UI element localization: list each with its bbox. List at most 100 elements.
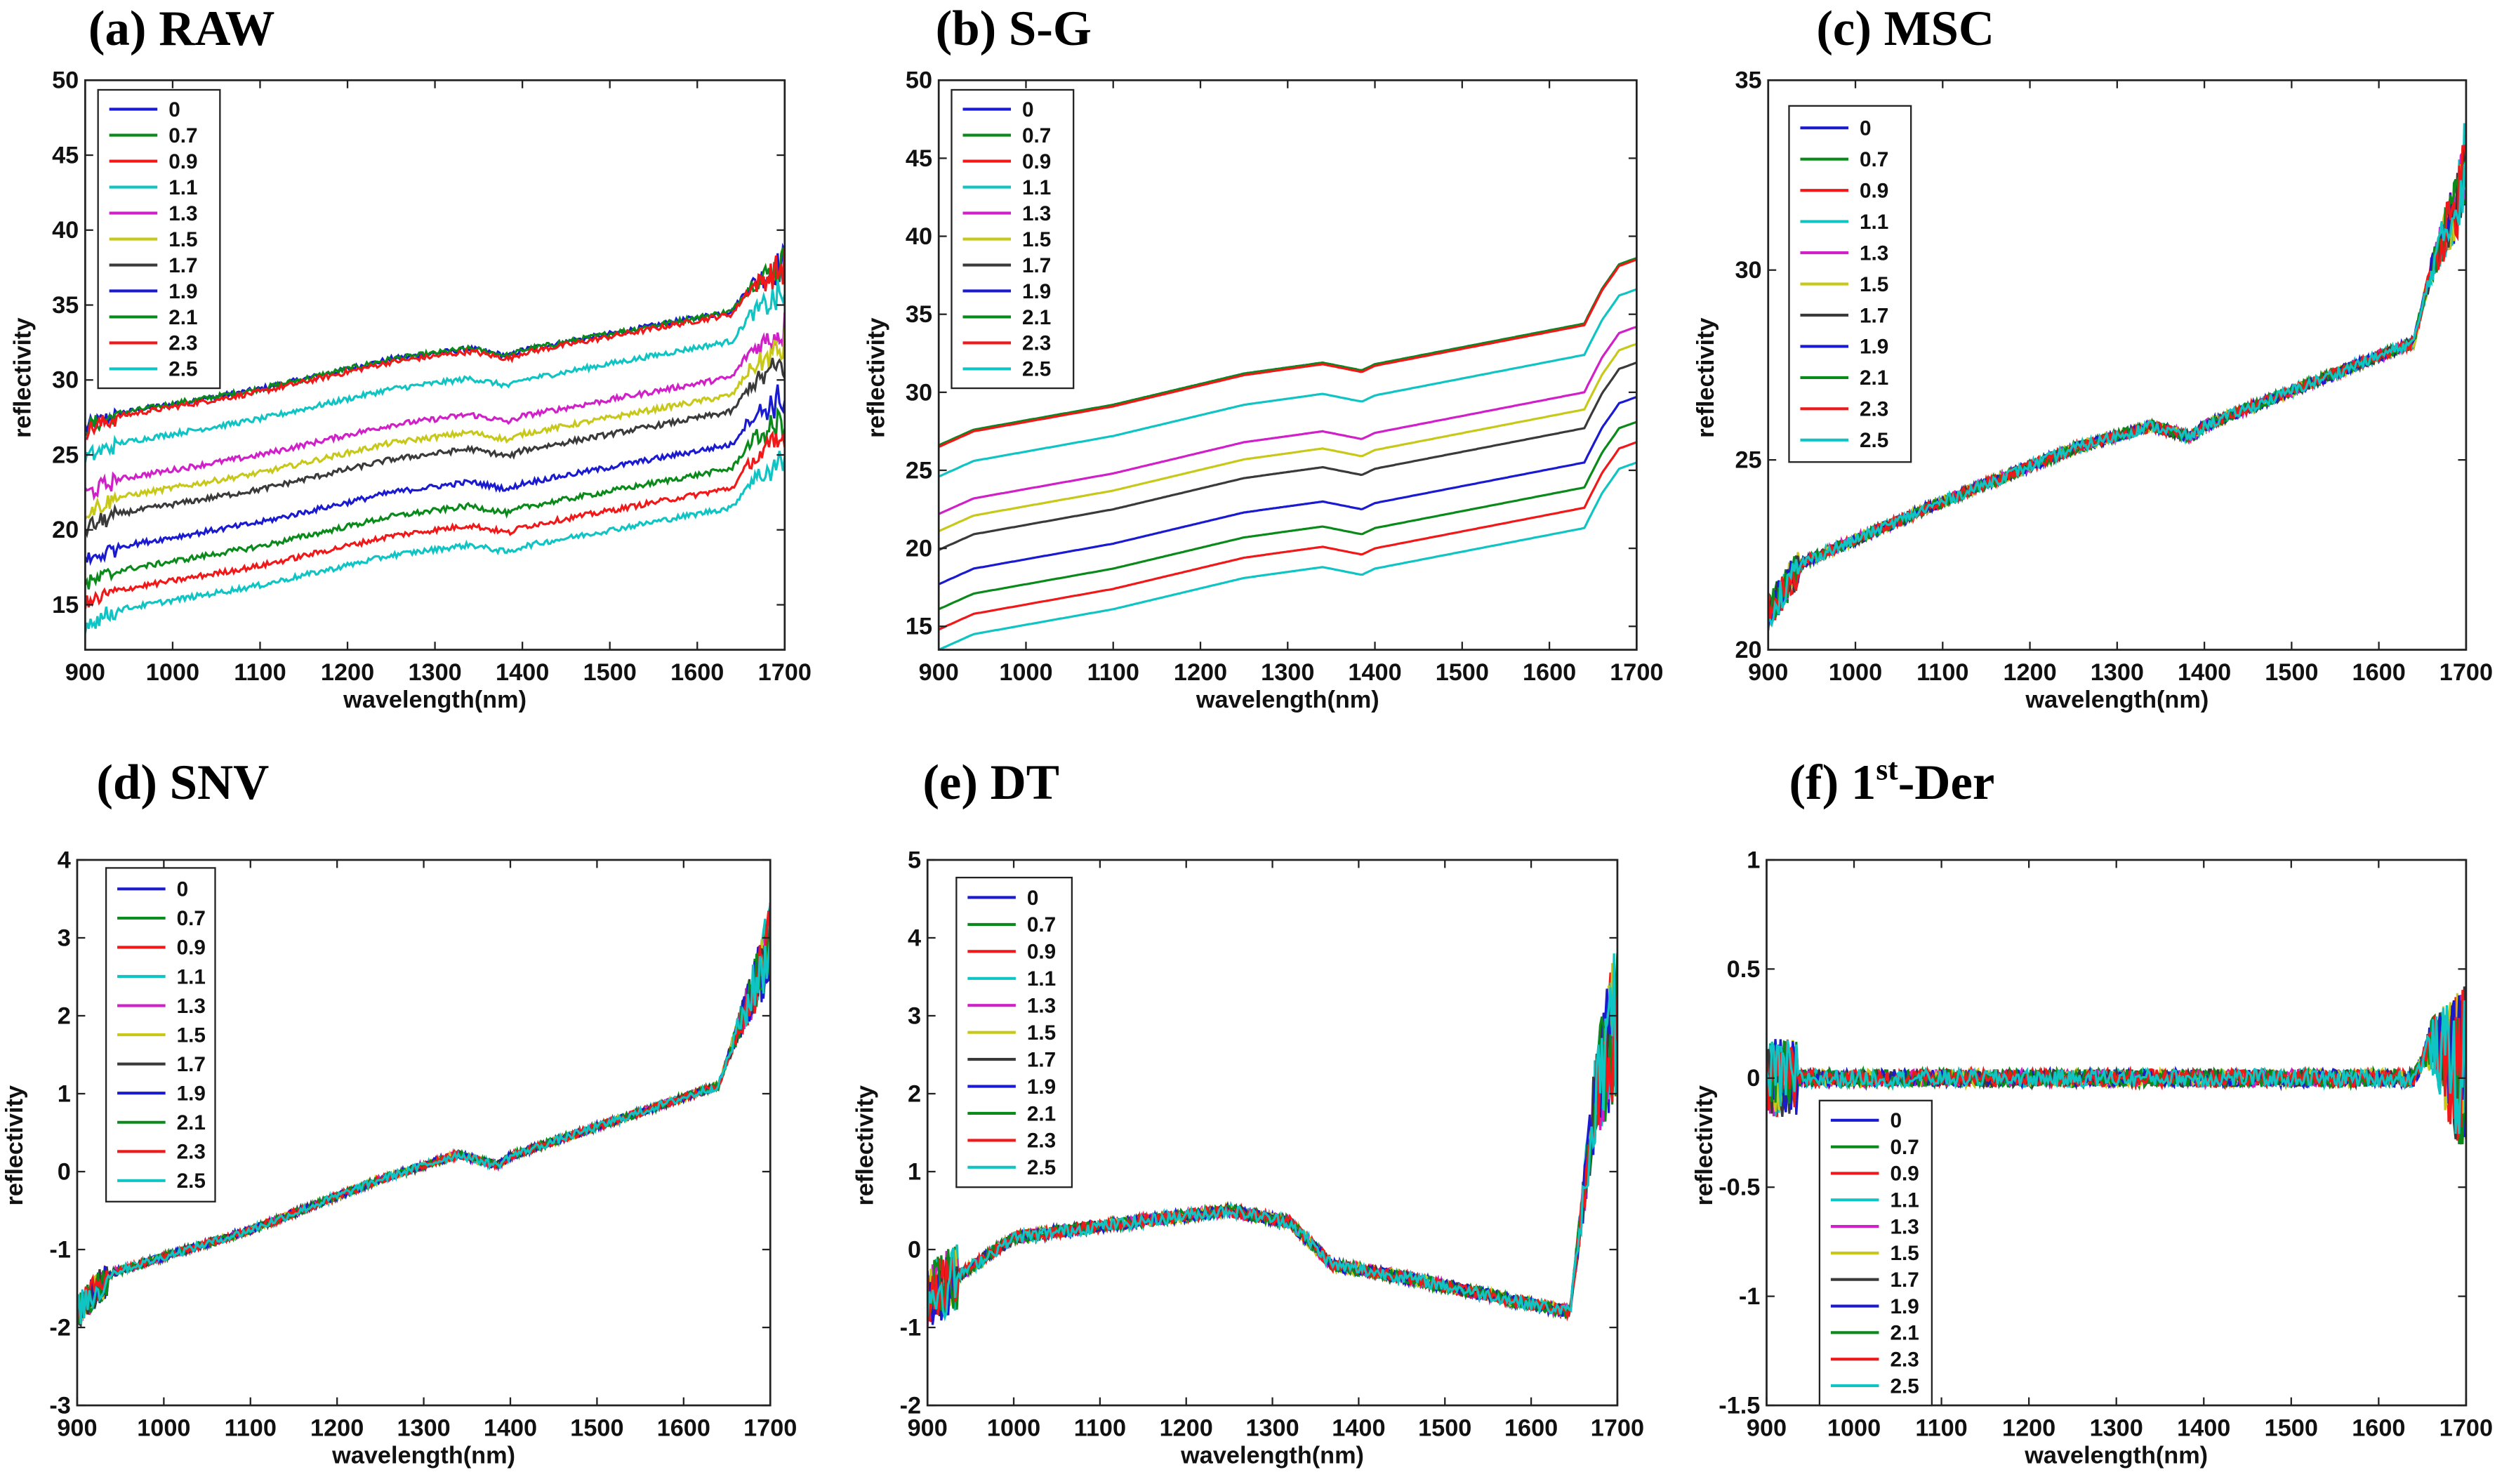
legend-label: 2.1: [1027, 1102, 1056, 1125]
y-tick-label: 35: [52, 292, 79, 319]
legend-label: 1.7: [1027, 1048, 1056, 1071]
x-tick-label: 1000: [1827, 1415, 1881, 1441]
legend-label: 2.5: [1027, 1156, 1056, 1179]
y-tick-label: 1: [908, 1158, 921, 1185]
series-line-2.5: [77, 939, 771, 1325]
y-tick-label: 3: [58, 925, 71, 951]
series-group: [85, 242, 785, 634]
series-line-2.1: [939, 420, 1637, 611]
legend-label: 1.1: [1022, 176, 1051, 199]
legend-label: 1.9: [177, 1082, 206, 1105]
legend-label: 1.9: [1860, 336, 1888, 359]
x-tick-label: 900: [1747, 1415, 1787, 1441]
x-tick-label: 1700: [743, 1415, 797, 1441]
legend-label: 0.9: [177, 936, 206, 960]
x-tick-label: 1500: [1436, 659, 1489, 686]
legend-label: 1.1: [1890, 1189, 1919, 1212]
legend-label: 1.1: [1860, 211, 1888, 234]
legend-label: 1.5: [1890, 1242, 1919, 1265]
y-tick-label: 2: [908, 1080, 921, 1107]
x-tick-label: 1500: [1418, 1415, 1471, 1441]
x-tick-label: 1000: [146, 659, 199, 686]
x-tick-label: 1200: [1174, 659, 1227, 686]
y-tick-label: -3: [49, 1392, 70, 1419]
legend-label: 1.7: [1022, 254, 1051, 277]
legend: 0 0.7 0.9 1.1 1.3 1.5 1.7 1.9 2.1 2.3 2.5: [1818, 1099, 1933, 1407]
x-tick-label: 1300: [397, 1415, 450, 1441]
legend-label: 2.5: [1860, 429, 1888, 452]
legend-label: 1.3: [168, 202, 197, 225]
x-tick-label: 1300: [408, 659, 461, 686]
y-tick-label: 25: [1735, 447, 1761, 474]
series-line-2.5: [1768, 161, 2466, 628]
legend-label: 2.3: [1860, 398, 1888, 421]
legend-label: 2.1: [168, 306, 197, 329]
legend-label: 1.1: [168, 176, 197, 199]
x-tick-label: 1200: [1160, 1415, 1213, 1441]
x-tick-label: 900: [908, 1415, 948, 1441]
legend-label: 2.1: [1022, 306, 1051, 329]
legend-label: 0.9: [1890, 1162, 1919, 1186]
legend: 0 0.7 0.9 1.1 1.3 1.5 1.7 1.9 2.1 2.3 2.5: [951, 88, 1075, 390]
x-tick-label: 1100: [1916, 659, 1968, 686]
y-tick-label: 5: [908, 847, 921, 873]
series-line-0.9: [939, 258, 1637, 449]
legend-label: 1.5: [1022, 228, 1051, 251]
x-tick-label: 1700: [1591, 1415, 1644, 1441]
series-line-1.1: [85, 279, 785, 463]
series-line-2.5: [927, 953, 1617, 1322]
series-group: [77, 902, 771, 1328]
legend-label: 1.3: [1022, 202, 1051, 225]
x-tick-label: 1400: [496, 659, 549, 686]
legend-label: 0: [168, 98, 180, 121]
y-tick-label: 20: [52, 517, 79, 543]
legend-label: 0.7: [177, 907, 206, 930]
series-group: [1766, 986, 2466, 1145]
legend-label: 1.5: [1860, 273, 1888, 296]
y-tick-label: -1: [900, 1314, 921, 1341]
legend-label: 1.9: [1027, 1075, 1056, 1099]
x-tick-label: 1600: [2352, 659, 2406, 686]
x-tick-label: 1300: [2091, 659, 2144, 686]
y-tick-label: 50: [906, 67, 932, 94]
x-tick-label: 1500: [2265, 659, 2318, 686]
series-group: [939, 257, 1637, 650]
legend-label: 0.7: [1027, 913, 1056, 936]
series-line-0.9: [85, 248, 785, 440]
y-tick-label: 50: [52, 67, 79, 94]
series-line-2.3: [939, 441, 1637, 631]
legend-label: 2.3: [177, 1141, 206, 1164]
legend-label: 2.5: [177, 1170, 206, 1193]
y-tick-label: 40: [52, 217, 79, 244]
series-line-1.9: [939, 395, 1637, 585]
panel-b: (b) S-G 900 1000 1100 1200 1300 1400 1500 1600 17…: [863, 1, 1664, 713]
y-axis-label: reflectivity: [1, 1085, 28, 1205]
legend-label: 2.5: [1890, 1374, 1919, 1398]
x-axis-label: wavelength(nm): [331, 1442, 515, 1469]
legend-label: 1.7: [177, 1053, 206, 1076]
x-tick-label: 1700: [2439, 659, 2493, 686]
legend-label: 1.7: [1860, 304, 1888, 327]
y-tick-label: 20: [1735, 637, 1761, 663]
x-tick-label: 1600: [2352, 1415, 2405, 1441]
x-tick-label: 900: [65, 659, 105, 686]
y-tick-label: 3: [908, 1002, 921, 1029]
series-line-1.3: [85, 312, 785, 501]
y-axis-label: reflectivity: [863, 318, 890, 438]
y-tick-label: -1: [1739, 1283, 1760, 1310]
x-tick-label: 1400: [484, 1415, 537, 1441]
x-tick-label: 1200: [2003, 659, 2056, 686]
series-line-1.7: [85, 357, 785, 539]
y-tick-label: 15: [52, 592, 79, 618]
series-group: [1768, 123, 2466, 630]
panel-c: (c) MSC 900 1000 1100 1200 1300 1400 1500 1600 17…: [1693, 1, 2493, 713]
y-tick-label: 0: [908, 1236, 921, 1263]
y-tick-label: 1: [58, 1080, 71, 1107]
series-line-1.9: [1766, 995, 2466, 1113]
y-axis-label: reflectivity: [1693, 318, 1719, 438]
panel-title: (e) DT: [922, 755, 1059, 810]
x-tick-label: 900: [919, 659, 959, 686]
